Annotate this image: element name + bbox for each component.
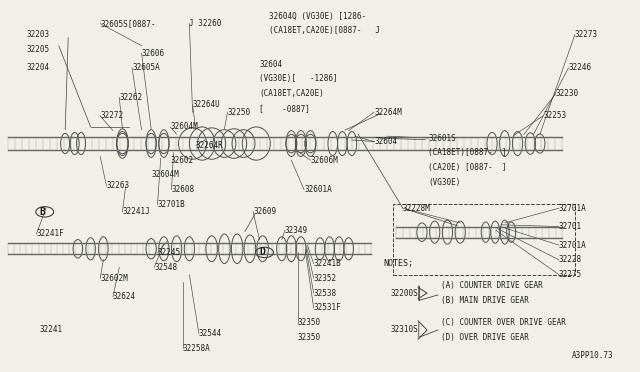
Text: D: D bbox=[259, 247, 266, 257]
Text: (A) COUNTER DRIVE GEAR: (A) COUNTER DRIVE GEAR bbox=[441, 281, 543, 290]
Text: 32606: 32606 bbox=[141, 49, 164, 58]
Text: 32228M: 32228M bbox=[403, 203, 431, 213]
Text: 32264M: 32264M bbox=[374, 108, 402, 117]
Text: 32350: 32350 bbox=[298, 333, 321, 342]
Text: 32263: 32263 bbox=[106, 182, 130, 190]
Text: 32604M: 32604M bbox=[151, 170, 179, 179]
Text: 32544: 32544 bbox=[199, 329, 222, 338]
Text: 32258A: 32258A bbox=[183, 344, 211, 353]
Text: 32601S: 32601S bbox=[428, 134, 456, 142]
Text: 32264R: 32264R bbox=[196, 141, 223, 150]
Text: B: B bbox=[40, 207, 45, 217]
Text: 32262: 32262 bbox=[119, 93, 142, 102]
Text: 32701: 32701 bbox=[559, 222, 582, 231]
Text: (C) COUNTER OVER DRIVE GEAR: (C) COUNTER OVER DRIVE GEAR bbox=[441, 318, 566, 327]
Text: 32352: 32352 bbox=[314, 274, 337, 283]
Text: 32606M: 32606M bbox=[310, 155, 338, 165]
Text: 32253: 32253 bbox=[543, 111, 566, 121]
Bar bbox=[394, 205, 575, 275]
Text: 32272: 32272 bbox=[100, 111, 124, 121]
Text: (CA20E) [0887-  ]: (CA20E) [0887- ] bbox=[428, 163, 507, 172]
Text: 32624: 32624 bbox=[113, 292, 136, 301]
Text: A3PP10.73: A3PP10.73 bbox=[572, 351, 613, 360]
Text: 32604M: 32604M bbox=[170, 122, 198, 131]
Text: J 32260: J 32260 bbox=[189, 19, 221, 28]
Text: 32241F: 32241F bbox=[36, 230, 64, 238]
Text: 32264U: 32264U bbox=[193, 100, 220, 109]
Text: NOTES;: NOTES; bbox=[384, 259, 413, 268]
Text: 32604Q (VG30E) [1286-: 32604Q (VG30E) [1286- bbox=[269, 12, 366, 21]
Text: (B) MAIN DRIVE GEAR: (B) MAIN DRIVE GEAR bbox=[441, 296, 529, 305]
Text: (VG30E)[   -1286]: (VG30E)[ -1286] bbox=[259, 74, 338, 83]
Text: 32548: 32548 bbox=[154, 263, 177, 272]
Text: (CA18ET,CA20E)[0887-   J: (CA18ET,CA20E)[0887- J bbox=[269, 26, 380, 35]
Text: [    -0887]: [ -0887] bbox=[259, 104, 310, 113]
Text: (D) OVER DRIVE GEAR: (D) OVER DRIVE GEAR bbox=[441, 333, 529, 342]
Text: 32349: 32349 bbox=[285, 226, 308, 235]
Text: 32200S: 32200S bbox=[390, 289, 418, 298]
Text: 32205: 32205 bbox=[27, 45, 50, 54]
Text: 32604: 32604 bbox=[259, 60, 283, 69]
Text: 32273: 32273 bbox=[575, 30, 598, 39]
Text: (CA18ET)[0887-  ]: (CA18ET)[0887- ] bbox=[428, 148, 507, 157]
Text: 32241J: 32241J bbox=[122, 207, 150, 217]
Text: (VG30E): (VG30E) bbox=[428, 178, 461, 187]
Text: 32241B: 32241B bbox=[314, 259, 341, 268]
Text: 32605A: 32605A bbox=[132, 63, 160, 72]
Text: 32605S[0887-: 32605S[0887- bbox=[100, 19, 156, 28]
Text: 32250: 32250 bbox=[228, 108, 251, 117]
Text: 32608: 32608 bbox=[172, 185, 195, 194]
Text: (CA18ET,CA20E): (CA18ET,CA20E) bbox=[259, 89, 324, 98]
Text: 32350: 32350 bbox=[298, 318, 321, 327]
Text: 32602M: 32602M bbox=[100, 274, 128, 283]
Text: 32204: 32204 bbox=[27, 63, 50, 72]
Text: 32246: 32246 bbox=[568, 63, 591, 72]
Text: 32602: 32602 bbox=[170, 155, 193, 165]
Text: 32538: 32538 bbox=[314, 289, 337, 298]
Text: 32604: 32604 bbox=[374, 137, 397, 146]
Text: 32230: 32230 bbox=[556, 89, 579, 98]
Text: 32701A: 32701A bbox=[559, 241, 587, 250]
Text: 32245: 32245 bbox=[157, 248, 180, 257]
Text: 32275: 32275 bbox=[559, 270, 582, 279]
Text: 32203: 32203 bbox=[27, 30, 50, 39]
Text: 32601A: 32601A bbox=[304, 185, 332, 194]
Text: 32228: 32228 bbox=[559, 255, 582, 264]
Text: 32310S: 32310S bbox=[390, 326, 418, 334]
Text: 32701A: 32701A bbox=[559, 203, 587, 213]
Text: 32609: 32609 bbox=[253, 207, 276, 217]
Text: 32701B: 32701B bbox=[157, 200, 185, 209]
Text: 32241: 32241 bbox=[40, 326, 63, 334]
Text: 32531F: 32531F bbox=[314, 303, 341, 312]
